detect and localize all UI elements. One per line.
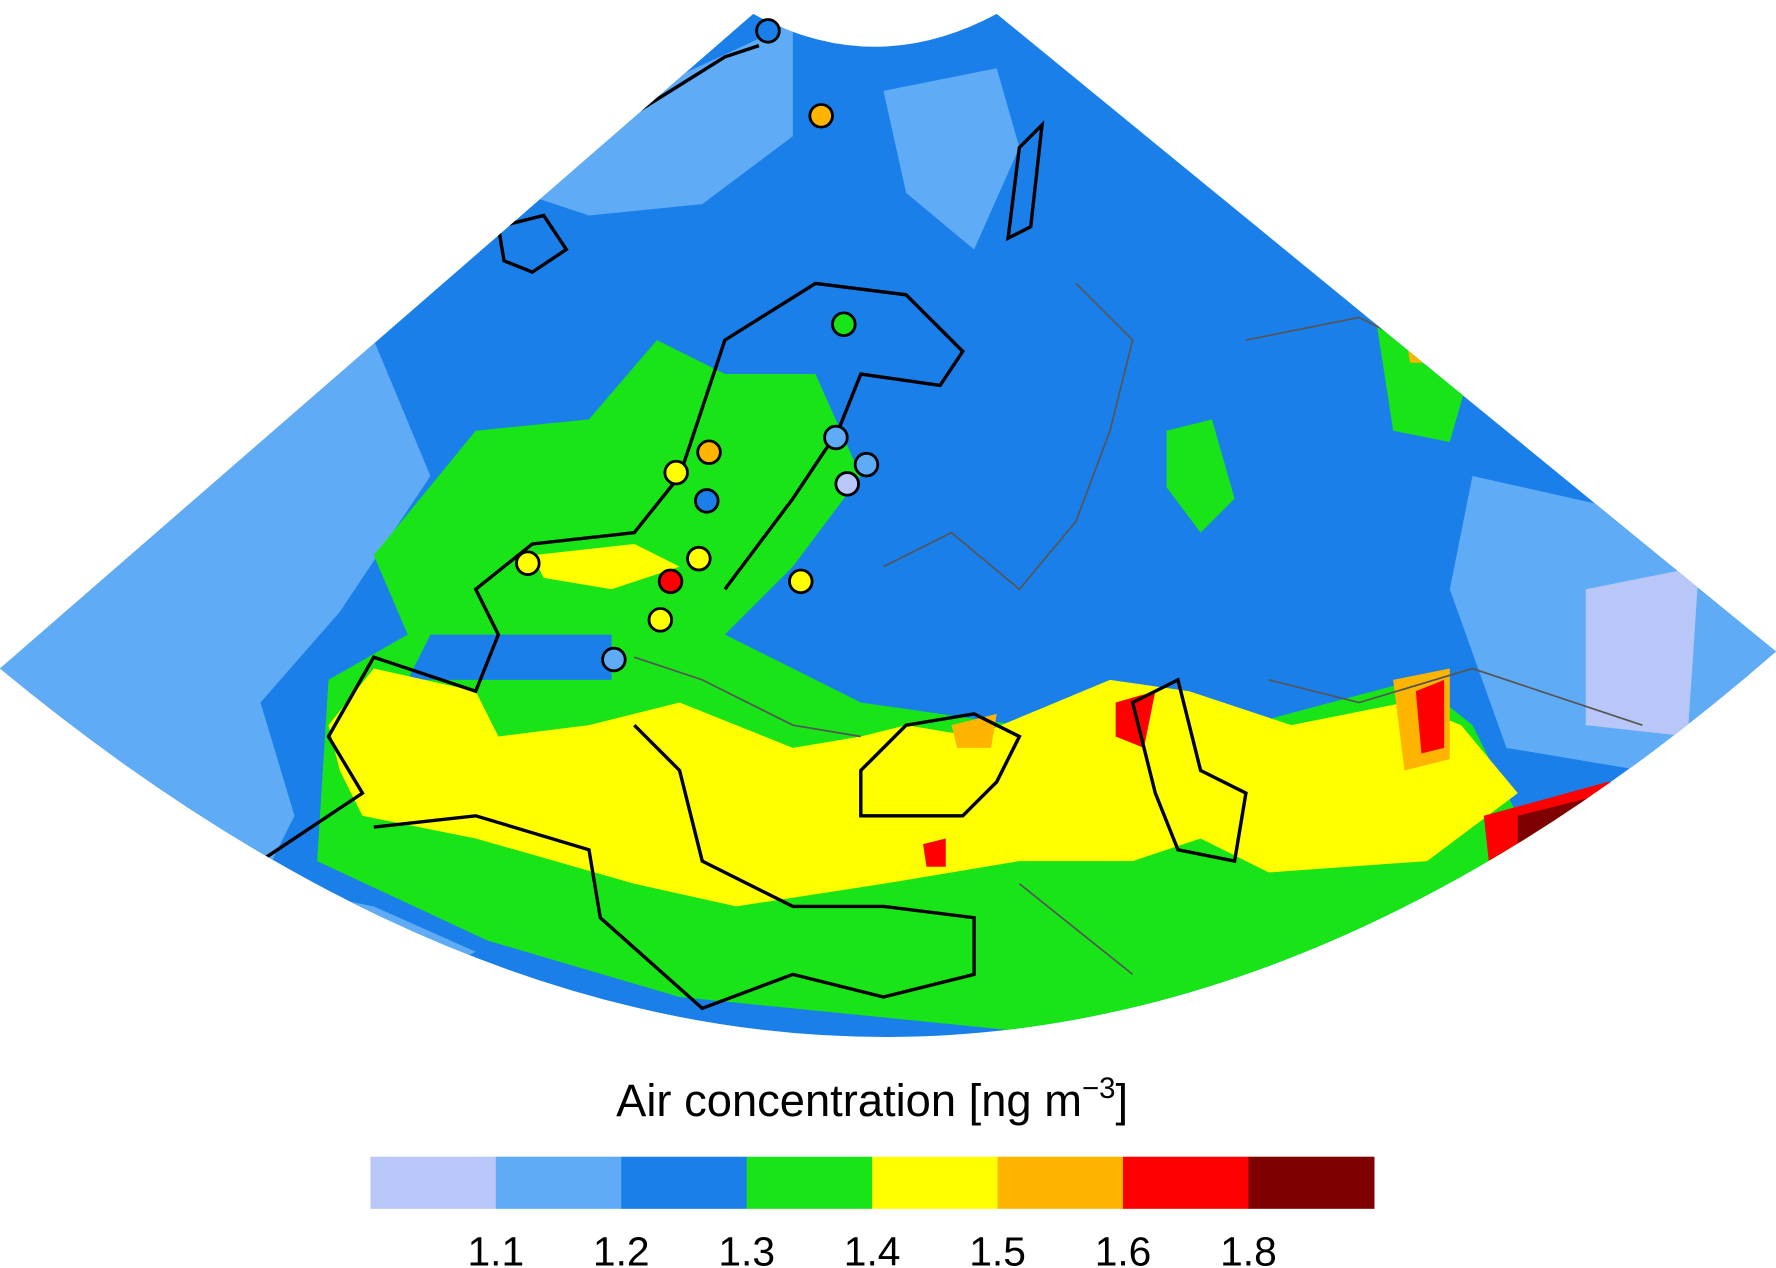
station <box>831 311 857 337</box>
station <box>834 471 860 497</box>
map <box>0 13 1776 1037</box>
station <box>647 607 674 633</box>
legend-title-exponent: −3 <box>1082 1072 1116 1105</box>
legend-swatch <box>997 1156 1124 1209</box>
legend-swatch <box>1123 1156 1250 1209</box>
stations <box>515 18 880 673</box>
region <box>1166 419 1235 533</box>
station <box>694 488 720 514</box>
legend-title: Air concentration [ng m−3] <box>616 1072 1128 1126</box>
legend-swatch <box>1248 1156 1375 1209</box>
region <box>532 543 680 590</box>
region <box>1585 566 1699 737</box>
legend-tick-label: 1.6 <box>1095 1228 1152 1268</box>
legend-tick-label: 1.5 <box>969 1228 1026 1268</box>
region <box>328 668 1518 907</box>
station <box>755 18 781 44</box>
station <box>515 550 541 576</box>
legend-tick-label: 1.1 <box>467 1228 524 1268</box>
region <box>407 634 612 680</box>
legend-title-text: Air concentration [ng m <box>616 1075 1082 1126</box>
legend-swatch <box>370 1156 497 1209</box>
region <box>1415 679 1445 754</box>
station <box>696 439 722 465</box>
legend-swatch <box>746 1156 873 1209</box>
legend-title-suffix: ] <box>1116 1075 1129 1126</box>
legend-tick-label: 1.3 <box>718 1228 775 1268</box>
station <box>853 451 880 478</box>
station <box>686 545 712 572</box>
station <box>601 646 627 673</box>
region <box>923 838 946 867</box>
legend-swatch <box>495 1156 622 1209</box>
station <box>823 424 849 451</box>
station <box>663 459 689 486</box>
legend-tick-label: 1.2 <box>593 1228 650 1268</box>
station <box>808 103 834 129</box>
station <box>788 568 814 595</box>
legend-swatch <box>872 1156 999 1209</box>
legend: 1.1 1.2 1.3 1.4 1.5 1.6 1.8 <box>370 1156 1375 1268</box>
region <box>951 713 997 748</box>
legend-tick-label: 1.4 <box>844 1228 901 1268</box>
station <box>657 568 684 595</box>
legend-tick-label: 1.8 <box>1220 1228 1277 1268</box>
legend-swatch <box>621 1156 748 1209</box>
region <box>883 68 1020 250</box>
region <box>1404 328 1439 363</box>
